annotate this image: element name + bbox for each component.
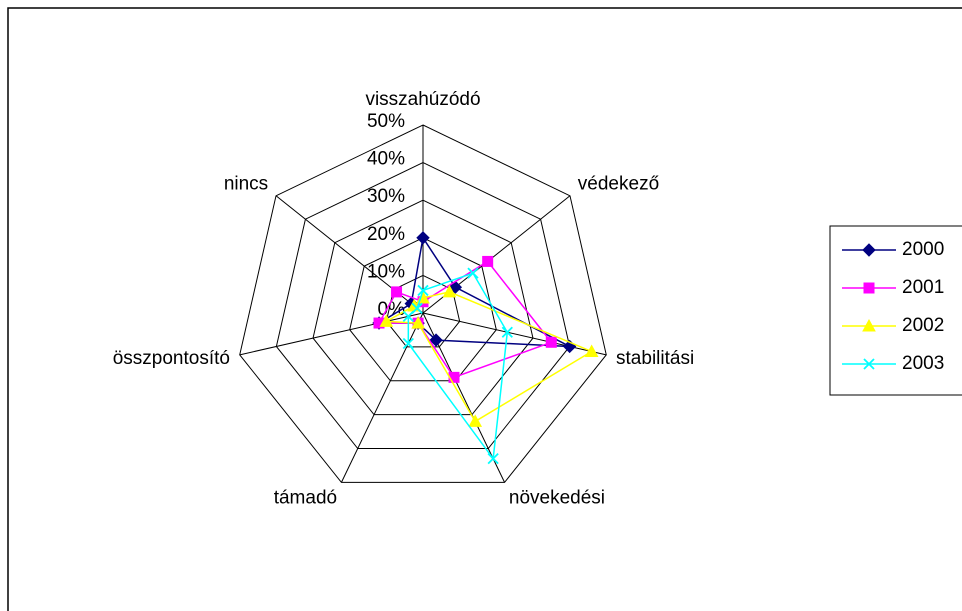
marker [468,414,483,427]
legend-label: 2002 [902,315,944,336]
grid-ring [312,199,534,416]
marker [448,371,460,383]
marker [402,310,414,322]
marker [429,333,443,347]
marker [442,284,457,298]
r-tick-label: 40% [367,149,405,170]
legend-label: 2003 [902,353,944,374]
marker [862,318,876,332]
category-label: visszahúzódó [365,89,480,110]
chart-border [7,7,962,611]
marker [379,314,394,327]
marker [391,286,403,298]
marker [417,284,429,297]
grid-ring [239,124,607,483]
spoke [422,312,607,356]
category-label: stabilitási [616,348,694,369]
marker [584,344,599,357]
grid-ring [349,237,497,382]
legend-box [829,225,962,396]
marker [411,316,425,329]
grid-ring [275,162,571,450]
marker [487,453,499,465]
spoke [239,312,424,356]
category-label: összpontosító [113,348,230,369]
r-tick-label: 50% [367,111,405,132]
marker [402,337,414,350]
marker [545,336,557,348]
marker [862,243,876,257]
marker [467,267,479,279]
category-label: védekező [578,174,659,195]
r-tick-label: 20% [367,224,405,245]
legend-label: 2001 [902,277,944,298]
marker [501,326,513,338]
r-tick-label: 30% [367,186,405,207]
marker [416,231,430,245]
marker [482,255,494,267]
r-tick-label: 10% [367,261,405,282]
marker [863,358,875,370]
category-label: nincs [224,174,268,195]
category-label: támadó [274,488,337,509]
marker [411,302,423,314]
series-line [376,235,570,348]
legend-label: 2000 [902,239,944,260]
category-label: növekedési [509,488,605,509]
marker [863,282,875,294]
